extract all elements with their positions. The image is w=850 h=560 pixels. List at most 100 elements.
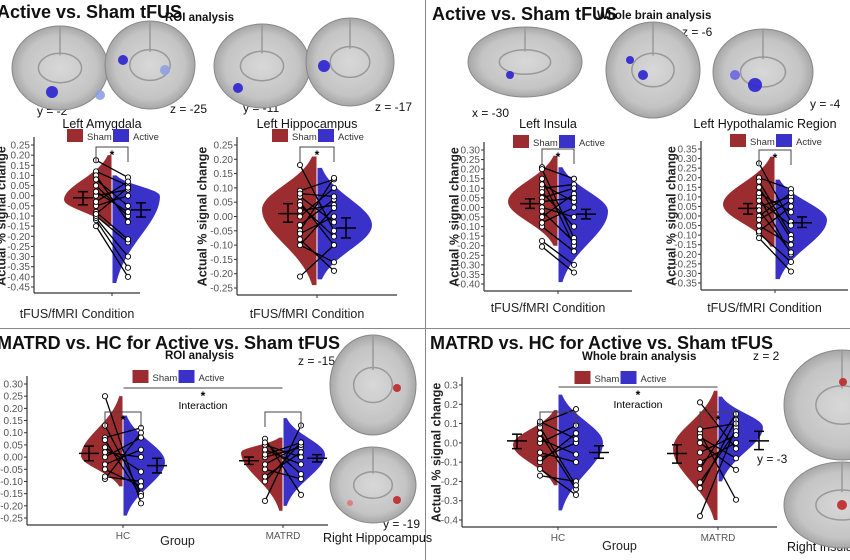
- y-tick-label: -0.15: [0, 489, 23, 500]
- paired-line: [699, 432, 737, 501]
- y-tick-label: 0.00: [4, 453, 24, 464]
- legend-swatch-active: [318, 129, 334, 142]
- paired-line: [264, 468, 302, 480]
- data-point-active: [124, 208, 132, 215]
- significance-star: *: [315, 148, 320, 162]
- panel-a-subtitle: ROI analysis: [165, 12, 235, 24]
- data-point-active: [570, 185, 578, 192]
- y-tick-label: 0.25: [4, 392, 24, 403]
- data-point-sham: [538, 208, 546, 215]
- y-tick-label: -0.10: [7, 212, 30, 223]
- y-tick-label: -0.1: [441, 458, 459, 469]
- y-tick-label: 0.05: [11, 181, 31, 192]
- data-point-active: [330, 204, 338, 211]
- data-point-sham: [101, 466, 109, 473]
- y-tick-label: 0.10: [4, 428, 24, 439]
- paired-line: [758, 200, 792, 221]
- data-point-active: [570, 175, 578, 182]
- paired-line: [95, 191, 129, 213]
- panel-b-title: Active vs. Sham tFUS: [432, 4, 618, 24]
- data-point-active: [732, 496, 740, 503]
- paired-line: [699, 442, 737, 471]
- data-point-sham: [296, 242, 304, 249]
- paired-line: [299, 238, 335, 272]
- paired-line: [699, 436, 737, 459]
- brain-slice-image: [783, 349, 850, 461]
- data-point-sham: [296, 190, 304, 197]
- violin-sham: [673, 390, 718, 520]
- activation-cluster: [748, 78, 762, 92]
- y-tick-label: 0.15: [4, 416, 24, 427]
- group-condition: *: [262, 140, 372, 292]
- paired-line: [758, 225, 792, 246]
- y-tick-label: 0.00: [214, 212, 234, 223]
- interaction-label: Interaction: [178, 400, 227, 412]
- data-point-active: [137, 478, 145, 485]
- y-tick-label: 0.20: [11, 151, 31, 162]
- paired-line: [104, 475, 142, 483]
- paired-line: [541, 168, 575, 239]
- group-condition: *: [64, 140, 160, 290]
- group-MATRD: [239, 379, 327, 522]
- paired-line: [104, 439, 142, 497]
- y-tick-label: 0.25: [678, 164, 698, 175]
- legend-label-active: Active: [199, 373, 225, 384]
- slice-label: z = -6: [682, 25, 713, 39]
- activation-cluster: [318, 60, 330, 72]
- data-point-sham: [101, 454, 109, 461]
- paired-line: [264, 451, 302, 478]
- paired-line: [264, 441, 302, 456]
- y-axis-label: Actual % signal change: [195, 147, 209, 287]
- y-tick-label: -0.30: [674, 269, 697, 280]
- data-point-active: [330, 219, 338, 226]
- paired-line: [264, 441, 302, 475]
- data-point-active: [124, 202, 132, 209]
- data-point-active: [732, 432, 740, 439]
- y-axis-label: Actual % signal change: [429, 383, 443, 523]
- violin-active: [123, 415, 165, 516]
- y-tick-label: 0.25: [461, 155, 481, 166]
- data-point-sham: [296, 202, 304, 209]
- paired-line: [104, 468, 142, 487]
- data-point-active: [330, 242, 338, 249]
- activation-cluster: [393, 384, 401, 392]
- data-point-sham: [538, 198, 546, 205]
- paired-line: [264, 425, 302, 502]
- data-point-sham: [538, 181, 546, 188]
- paired-line: [299, 198, 335, 226]
- panel-c-title: MATRD vs. HC for Active vs. Sham tFUS: [0, 333, 341, 353]
- y-tick-label: -0.25: [0, 514, 23, 525]
- data-point-active: [787, 249, 795, 256]
- paired-line: [95, 219, 129, 269]
- panel-c-subtitle: ROI analysis: [165, 350, 235, 362]
- data-point-sham: [296, 207, 304, 214]
- violin-active: [775, 179, 827, 280]
- y-tick-label: -0.20: [7, 232, 30, 243]
- paired-line: [699, 427, 737, 517]
- paired-line: [758, 205, 792, 232]
- data-point-sham: [101, 436, 109, 444]
- data-point-sham: [536, 435, 544, 443]
- y-tick-label: 0.15: [678, 183, 698, 194]
- data-point-sham: [101, 461, 109, 468]
- data-point-active: [297, 471, 305, 478]
- y-tick-label: 0.2: [444, 400, 458, 411]
- paired-line: [299, 177, 335, 232]
- paired-line: [95, 217, 129, 257]
- y-tick-label: -0.15: [210, 255, 233, 266]
- data-point-sham: [538, 219, 546, 226]
- paired-line: [541, 206, 575, 218]
- slice-label: y = -3: [757, 452, 788, 466]
- data-point-sham: [696, 399, 704, 406]
- y-tick-label: -0.25: [674, 259, 697, 270]
- paired-line: [541, 197, 575, 203]
- paired-line: [539, 438, 577, 456]
- data-point-sham: [296, 273, 304, 280]
- data-point-sham: [261, 466, 269, 473]
- data-point-sham: [696, 485, 704, 492]
- y-tick-label: 0.1: [444, 419, 458, 430]
- data-point-active: [330, 259, 338, 266]
- activation-cluster: [506, 71, 514, 79]
- paired-line: [539, 432, 577, 463]
